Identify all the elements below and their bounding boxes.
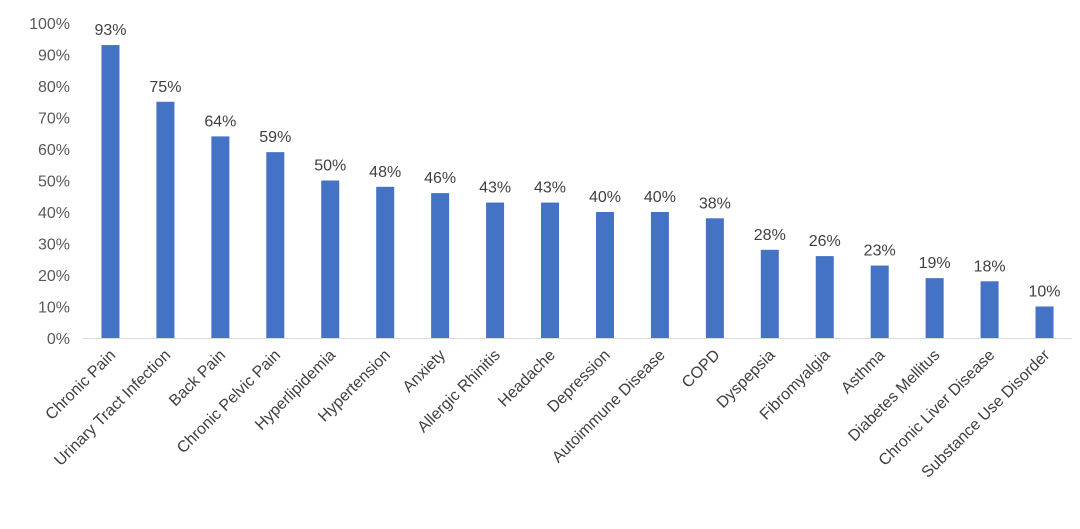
- bar: [431, 193, 450, 338]
- y-tick-label: 10%: [38, 300, 70, 317]
- category-label: Asthma: [838, 347, 888, 397]
- data-label: 64%: [204, 113, 236, 130]
- bar: [541, 202, 560, 338]
- y-tick-label: 40%: [38, 205, 70, 222]
- bar: [321, 180, 340, 338]
- data-label: 75%: [149, 79, 181, 96]
- bar: [486, 202, 505, 338]
- data-label: 38%: [699, 195, 731, 212]
- data-label: 48%: [369, 164, 401, 181]
- data-label: 26%: [809, 233, 841, 250]
- data-label: 40%: [589, 189, 621, 206]
- y-tick-label: 30%: [38, 237, 70, 254]
- bar: [211, 136, 230, 338]
- bar: [266, 152, 285, 338]
- category-label: Diabetes Mellitus: [845, 347, 943, 445]
- category-label: Chronic Pelvic Pain: [174, 347, 284, 457]
- bar: [925, 278, 944, 338]
- y-tick-label: 50%: [38, 174, 70, 191]
- y-tick-label: 100%: [29, 16, 70, 33]
- bar: [705, 218, 724, 338]
- bar: [870, 265, 889, 338]
- bar: [595, 212, 614, 338]
- data-labels: 93% 75% 64% 59% 50% 48% 46% 43% 43% 40% 40% 38% 28% 2…: [94, 22, 1060, 300]
- data-label: 50%: [314, 158, 346, 175]
- data-label: 28%: [754, 227, 786, 244]
- data-label: 18%: [974, 258, 1006, 275]
- data-label: 43%: [534, 180, 566, 197]
- y-tick-label: 70%: [38, 111, 70, 128]
- bar: [650, 212, 669, 338]
- bar: [760, 249, 779, 338]
- y-tick-label: 80%: [38, 79, 70, 96]
- bar: [980, 281, 999, 338]
- y-axis-ticks: 0% 10% 20% 30% 40% 50% 60% 70% 80% 90% 100%: [29, 16, 70, 348]
- y-tick-label: 0%: [47, 331, 70, 348]
- data-label: 23%: [864, 243, 896, 260]
- category-label: Anxiety: [400, 347, 449, 396]
- data-label: 19%: [919, 255, 951, 272]
- y-tick-label: 20%: [38, 268, 70, 285]
- bar: [156, 101, 175, 338]
- data-label: 93%: [94, 22, 126, 39]
- data-label: 10%: [1029, 284, 1061, 301]
- category-label: Autoimmune Disease: [549, 347, 669, 467]
- y-tick-label: 90%: [38, 48, 70, 65]
- category-label: COPD: [679, 347, 724, 392]
- y-tick-label: 60%: [38, 142, 70, 159]
- data-label: 43%: [479, 180, 511, 197]
- data-label: 59%: [259, 129, 291, 146]
- bar: [1035, 306, 1054, 338]
- data-label: 46%: [424, 170, 456, 187]
- bars: [101, 45, 1054, 339]
- bar: [815, 256, 834, 338]
- bar: [376, 186, 395, 338]
- bar: [101, 45, 120, 339]
- data-label: 40%: [644, 189, 676, 206]
